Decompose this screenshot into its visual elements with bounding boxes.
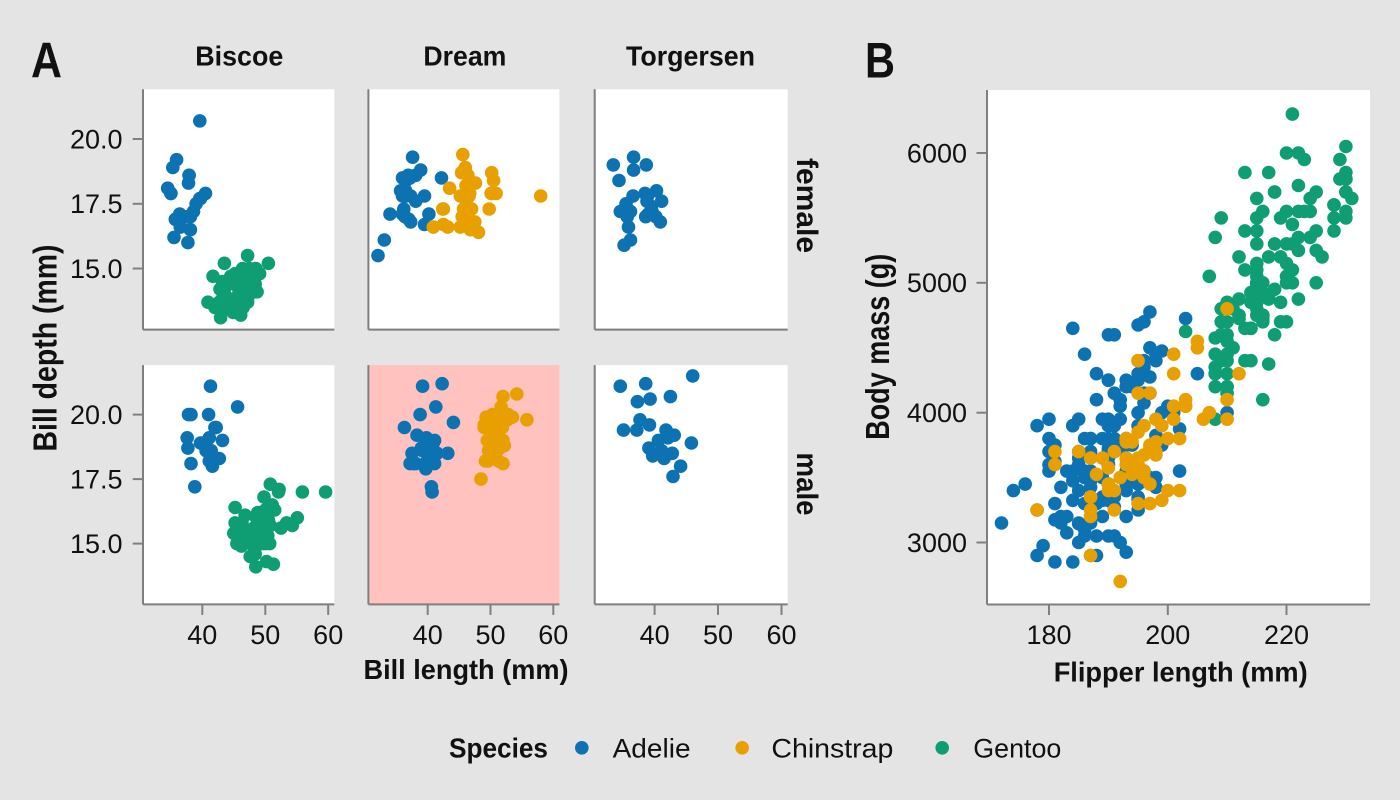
svg-text:17.5: 17.5: [70, 464, 123, 494]
svg-text:Species: Species: [449, 733, 548, 764]
svg-text:60: 60: [538, 620, 568, 650]
svg-text:15.0: 15.0: [70, 529, 123, 559]
svg-text:Bill depth (mm): Bill depth (mm): [27, 245, 64, 452]
svg-text:60: 60: [313, 620, 343, 650]
svg-text:20.0: 20.0: [70, 400, 123, 430]
svg-text:180: 180: [1026, 620, 1071, 650]
svg-text:Gentoo: Gentoo: [973, 734, 1061, 764]
svg-text:B: B: [865, 33, 895, 89]
svg-text:A: A: [31, 33, 62, 89]
svg-text:Adelie: Adelie: [613, 734, 691, 764]
svg-text:40: 40: [640, 620, 670, 650]
svg-text:50: 50: [250, 620, 280, 650]
svg-text:40: 40: [413, 620, 443, 650]
svg-text:17.5: 17.5: [70, 189, 123, 219]
svg-text:female: female: [790, 158, 823, 253]
svg-text:Chinstrap: Chinstrap: [771, 734, 893, 764]
svg-text:40: 40: [187, 620, 217, 650]
svg-text:male: male: [790, 453, 823, 516]
svg-text:50: 50: [475, 620, 505, 650]
svg-text:Bill length (mm): Bill length (mm): [364, 654, 569, 685]
svg-text:50: 50: [703, 620, 733, 650]
svg-text:Flipper length (mm): Flipper length (mm): [1054, 657, 1308, 688]
svg-text:200: 200: [1145, 620, 1190, 650]
svg-text:3000: 3000: [907, 528, 967, 558]
svg-text:20.0: 20.0: [70, 124, 123, 154]
svg-text:60: 60: [766, 620, 796, 650]
svg-text:Biscoe: Biscoe: [195, 41, 283, 72]
svg-text:220: 220: [1264, 620, 1309, 650]
svg-text:4000: 4000: [907, 398, 967, 428]
svg-text:Dream: Dream: [423, 41, 506, 72]
svg-text:5000: 5000: [907, 268, 967, 298]
svg-text:Torgersen: Torgersen: [626, 41, 755, 72]
svg-text:6000: 6000: [907, 138, 967, 168]
svg-text:15.0: 15.0: [70, 254, 123, 284]
svg-text:Body mass (g): Body mass (g): [859, 254, 896, 440]
